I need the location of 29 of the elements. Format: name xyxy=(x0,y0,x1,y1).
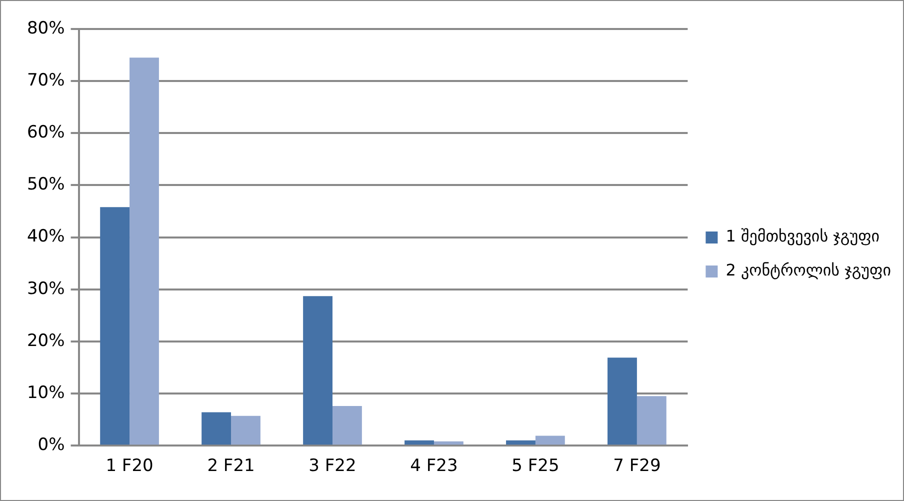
y-tick-label: 20% xyxy=(26,330,65,351)
x-tick-label: 5 F25 xyxy=(512,456,560,476)
bar xyxy=(130,58,159,445)
bar xyxy=(332,406,362,445)
bar xyxy=(535,436,565,445)
bar xyxy=(636,396,666,445)
x-tick-label: 1 F20 xyxy=(106,456,154,476)
bar xyxy=(404,440,434,445)
x-tick-label: 2 F21 xyxy=(207,456,255,476)
legend-label: 2 კონტროლის ჯგუფი xyxy=(726,260,891,280)
y-tick-label: 30% xyxy=(26,278,65,299)
y-tick-label: 70% xyxy=(26,70,65,90)
bar xyxy=(231,416,260,445)
bar xyxy=(608,358,637,445)
y-tick-label: 0% xyxy=(38,435,65,456)
y-tick-label: 50% xyxy=(26,174,65,195)
x-tick-label: 7 F29 xyxy=(613,456,661,476)
bar xyxy=(506,440,536,445)
y-tick-label: 40% xyxy=(26,226,65,247)
legend-label: 1 შემთხვევის ჯგუფი xyxy=(726,226,880,246)
y-tick-label: 80% xyxy=(26,18,65,38)
bar xyxy=(202,412,232,445)
x-tick-label: 3 F22 xyxy=(308,456,356,476)
x-tick-label: 4 F23 xyxy=(410,456,458,476)
y-tick-label: 10% xyxy=(26,382,65,403)
y-tick-label: 60% xyxy=(26,122,65,143)
bar xyxy=(100,207,130,445)
bar xyxy=(303,296,332,445)
bar xyxy=(434,441,464,445)
